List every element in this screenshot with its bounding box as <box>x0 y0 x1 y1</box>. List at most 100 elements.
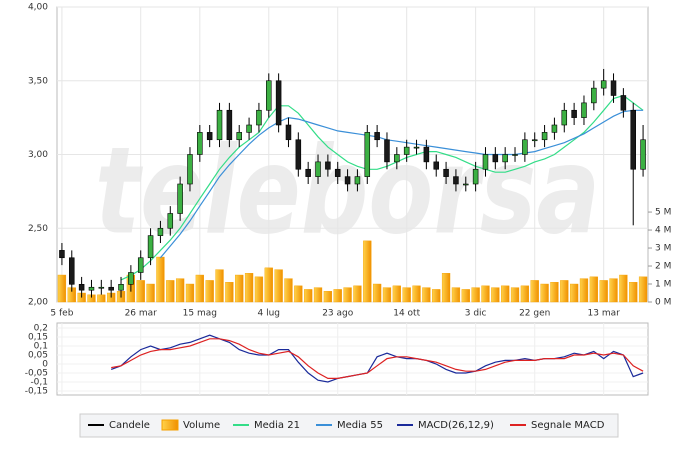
x-tick-label: 3 dic <box>465 309 487 319</box>
volume-bar <box>372 283 382 303</box>
candle-body <box>512 154 518 156</box>
candle-body <box>285 124 292 141</box>
candle-body <box>472 168 479 185</box>
candle-body <box>571 109 577 118</box>
candle-body <box>492 154 499 163</box>
candle-body <box>354 176 361 185</box>
volume-bar <box>432 289 441 303</box>
candle-body <box>384 139 390 163</box>
candle-body <box>69 257 75 285</box>
volume-bar <box>501 285 510 303</box>
volume-bar <box>481 285 490 303</box>
candle-body <box>453 176 459 185</box>
volume-bar <box>313 287 323 303</box>
volume-bar <box>166 280 175 303</box>
candle-body <box>433 161 439 170</box>
volume-bar <box>589 276 598 303</box>
volume-bar <box>205 280 214 303</box>
candle-body <box>620 95 627 111</box>
volume-bar <box>156 256 165 303</box>
legend-label: Candele <box>109 420 150 431</box>
volume-bar <box>569 283 579 303</box>
y-tick-label: 3,50 <box>28 76 48 86</box>
macd-tick-label: 0,2 <box>34 324 48 334</box>
volume-bar <box>363 240 372 303</box>
volume-bar <box>619 274 628 303</box>
candle-body <box>226 109 233 141</box>
volume-bar <box>560 280 569 303</box>
legend-label: Media 21 <box>254 420 300 431</box>
y2-tick-label: 5 M <box>655 208 671 218</box>
volume-bar <box>520 285 530 303</box>
candle-body <box>118 283 124 291</box>
candle-body <box>463 183 469 186</box>
volume-bar <box>244 273 254 303</box>
candle-body <box>551 124 558 133</box>
legend-label: Volume <box>183 420 220 431</box>
macd-tick-label: 0,15 <box>28 333 48 343</box>
candle-body <box>531 139 538 142</box>
volume-bar <box>412 285 421 303</box>
x-tick-label: 22 gen <box>519 309 550 319</box>
candle-body <box>295 139 302 170</box>
candle-body <box>305 168 311 177</box>
candle-body <box>187 154 193 185</box>
candle-body <box>610 80 617 96</box>
candle-body <box>344 176 351 185</box>
candle-body <box>98 286 105 289</box>
macd-tick-label: -0,15 <box>25 387 48 397</box>
volume-bar <box>264 267 273 303</box>
y-tick-label: 2,00 <box>28 298 48 308</box>
x-tick-label: 23 ago <box>322 309 354 319</box>
candle-body <box>364 132 371 177</box>
volume-bar <box>540 283 549 303</box>
volume-bar <box>343 287 352 303</box>
legend-label: MACD(26,12,9) <box>418 420 494 431</box>
volume-bar <box>530 280 539 303</box>
macd-frame <box>56 322 649 396</box>
candle-body <box>502 154 508 163</box>
macd-tick-label: 0,05 <box>28 351 48 361</box>
volume-bar <box>274 269 283 303</box>
volume-bar <box>215 269 224 303</box>
candle-body <box>315 161 321 177</box>
volume-bar <box>185 283 195 303</box>
candle-body <box>394 154 400 163</box>
candle-body <box>581 102 587 118</box>
volume-bar <box>402 287 411 303</box>
candle-body <box>177 183 183 214</box>
x-tick-label: 26 mar <box>125 309 158 319</box>
candle-body <box>157 227 164 236</box>
y-tick-label: 2,50 <box>28 224 48 234</box>
candle-body <box>256 109 262 126</box>
x-tick-label: 4 lug <box>258 309 281 319</box>
volume-bar <box>550 282 559 303</box>
volume-bar <box>599 280 608 303</box>
volume-bar <box>254 276 264 303</box>
y2-tick-label: 3 M <box>655 244 671 254</box>
candle-body <box>128 272 134 285</box>
volume-bar <box>225 282 234 303</box>
volume-bar <box>579 278 589 303</box>
candle-body <box>423 146 430 163</box>
x-tick-label: 5 feb <box>50 309 73 319</box>
candle-body <box>403 146 410 155</box>
x-tick-label: 15 mag <box>183 309 217 319</box>
candle-body <box>147 235 154 259</box>
candle-body <box>275 80 282 126</box>
moving-average-line <box>120 94 644 281</box>
volume-bar <box>146 283 155 303</box>
candle-body <box>334 168 341 177</box>
legend-label: Media 55 <box>337 420 383 431</box>
candle-body <box>325 161 331 170</box>
y2-tick-label: 1 M <box>655 280 671 290</box>
candle-body <box>413 146 420 149</box>
volume-bar <box>441 273 451 303</box>
candle-body <box>522 139 528 155</box>
volume-bar <box>175 278 185 303</box>
candle-body <box>630 109 636 170</box>
candle-body <box>78 283 85 291</box>
candle-body <box>137 257 144 273</box>
candle-body <box>216 109 223 141</box>
